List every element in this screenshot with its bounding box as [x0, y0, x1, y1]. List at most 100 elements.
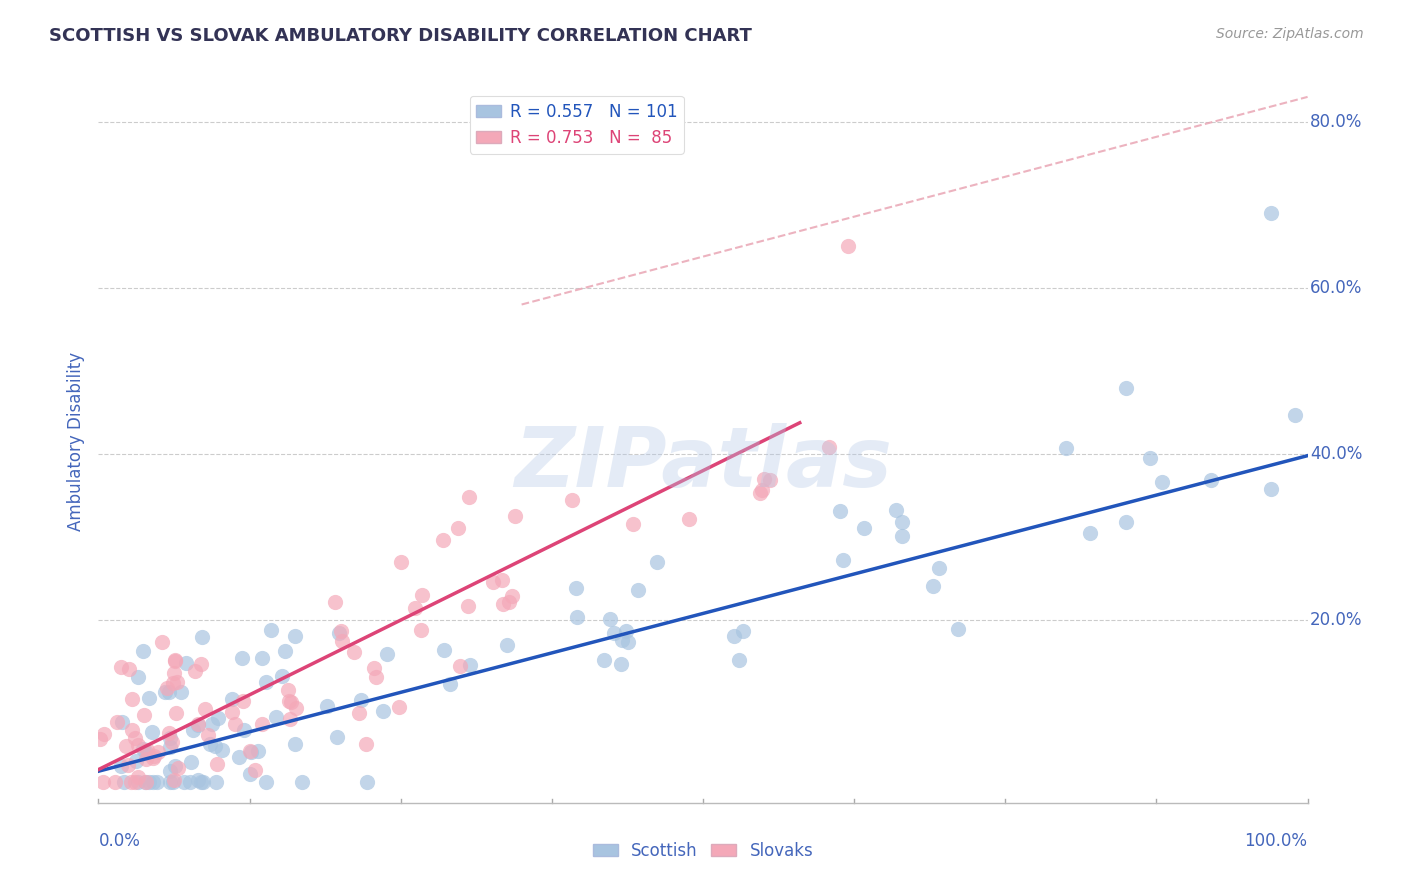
Scottish: [350, 693, 373, 707]
Slovaks: [363, 661, 385, 675]
Slovaks: [165, 706, 187, 720]
Slovaks: [150, 635, 173, 649]
Scottish: [134, 744, 156, 758]
Slovaks: [751, 483, 773, 497]
Slovaks: [160, 735, 183, 749]
Scottish: [159, 739, 181, 754]
Slovaks: [323, 595, 346, 609]
Text: ZIPatlas: ZIPatlas: [515, 423, 891, 504]
Slovaks: [120, 775, 142, 789]
Scottish: [228, 750, 250, 764]
Scottish: [145, 775, 167, 789]
Slovaks: [163, 654, 186, 668]
Scottish: [153, 684, 176, 698]
Scottish: [260, 623, 283, 637]
Scottish: [165, 759, 187, 773]
Slovaks: [277, 683, 299, 698]
Slovaks: [561, 492, 583, 507]
Slovaks: [347, 706, 370, 721]
Slovaks: [184, 664, 207, 678]
Slovaks: [197, 728, 219, 742]
Scottish: [627, 582, 650, 597]
Scottish: [264, 710, 287, 724]
Scottish: [458, 657, 481, 672]
Y-axis label: Ambulatory Disability: Ambulatory Disability: [66, 352, 84, 531]
Scottish: [645, 555, 668, 569]
Scottish: [565, 610, 588, 624]
Scottish: [170, 685, 193, 699]
Scottish: [433, 642, 456, 657]
Scottish: [922, 579, 945, 593]
Slovaks: [250, 717, 273, 731]
Text: 60.0%: 60.0%: [1310, 279, 1362, 297]
Scottish: [162, 775, 184, 789]
Scottish: [254, 775, 277, 789]
Scottish: [181, 723, 204, 738]
Scottish: [1139, 450, 1161, 465]
Slovaks: [498, 595, 520, 609]
Scottish: [246, 744, 269, 758]
Scottish: [1284, 409, 1306, 423]
Scottish: [232, 723, 254, 737]
Text: SCOTTISH VS SLOVAK AMBULATORY DISABILITY CORRELATION CHART: SCOTTISH VS SLOVAK AMBULATORY DISABILITY…: [49, 27, 752, 45]
Scottish: [173, 775, 195, 789]
Slovaks: [143, 749, 166, 764]
Scottish: [1054, 441, 1077, 455]
Slovaks: [491, 573, 513, 587]
Slovaks: [127, 738, 149, 752]
Scottish: [375, 648, 398, 662]
Slovaks: [115, 739, 138, 754]
Slovaks: [135, 775, 157, 789]
Scottish: [928, 561, 950, 575]
Scottish: [616, 635, 638, 649]
Slovaks: [754, 472, 776, 486]
Slovaks: [239, 744, 262, 758]
Slovaks: [135, 752, 157, 766]
Text: 40.0%: 40.0%: [1310, 445, 1362, 463]
Slovaks: [432, 533, 454, 547]
Slovaks: [156, 681, 179, 695]
Slovaks: [165, 653, 187, 667]
Scottish: [138, 775, 160, 789]
Slovaks: [221, 705, 243, 719]
Scottish: [110, 759, 132, 773]
Slovaks: [166, 674, 188, 689]
Scottish: [132, 643, 155, 657]
Scottish: [138, 690, 160, 705]
Scottish: [495, 638, 517, 652]
Scottish: [853, 521, 876, 535]
Slovaks: [818, 440, 841, 454]
Slovaks: [492, 597, 515, 611]
Slovaks: [678, 512, 700, 526]
Slovaks: [205, 756, 228, 771]
Scottish: [131, 742, 153, 756]
Scottish: [565, 581, 588, 595]
Scottish: [291, 775, 314, 789]
Scottish: [180, 756, 202, 770]
Scottish: [141, 725, 163, 739]
Slovaks: [167, 761, 190, 775]
Scottish: [284, 737, 307, 751]
Text: 0.0%: 0.0%: [98, 832, 141, 850]
Scottish: [439, 677, 461, 691]
Scottish: [238, 767, 260, 781]
Text: 100.0%: 100.0%: [1244, 832, 1308, 850]
Slovaks: [330, 633, 353, 648]
Slovaks: [457, 490, 479, 504]
Slovaks: [118, 662, 141, 676]
Slovaks: [162, 675, 184, 690]
Scottish: [239, 745, 262, 759]
Slovaks: [104, 775, 127, 789]
Scottish: [610, 633, 633, 648]
Scottish: [328, 626, 350, 640]
Scottish: [252, 651, 274, 665]
Slovaks: [243, 763, 266, 777]
Scottish: [946, 622, 969, 636]
Scottish: [112, 775, 135, 789]
Slovaks: [232, 694, 254, 708]
Scottish: [274, 644, 297, 658]
Text: 20.0%: 20.0%: [1310, 611, 1362, 629]
Slovaks: [758, 473, 780, 487]
Slovaks: [503, 509, 526, 524]
Slovaks: [411, 588, 433, 602]
